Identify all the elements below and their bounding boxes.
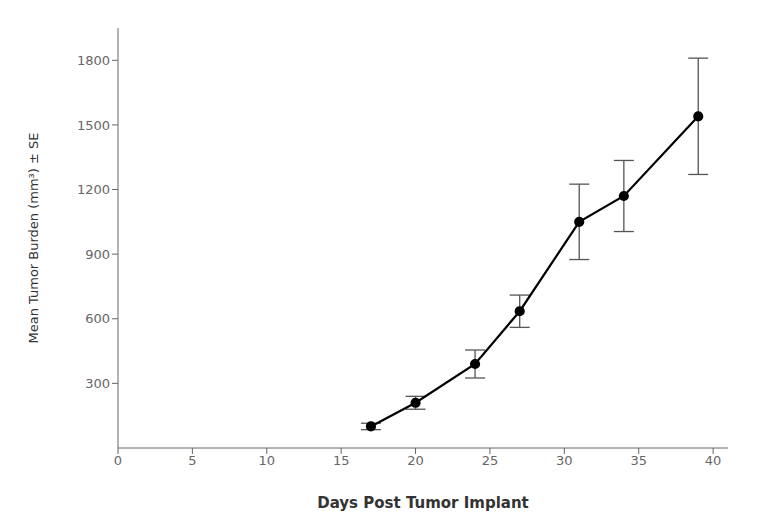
svg-text:10: 10: [259, 453, 276, 468]
svg-text:1500: 1500: [77, 118, 110, 133]
svg-text:15: 15: [333, 453, 350, 468]
svg-text:20: 20: [407, 453, 424, 468]
svg-text:1200: 1200: [77, 182, 110, 197]
svg-text:Mean Tumor Burden (mm³) ± SE: Mean Tumor Burden (mm³) ± SE: [26, 132, 41, 343]
svg-text:600: 600: [85, 311, 110, 326]
svg-text:5: 5: [188, 453, 196, 468]
svg-text:25: 25: [482, 453, 499, 468]
svg-text:Days Post Tumor Implant: Days Post Tumor Implant: [317, 494, 529, 512]
svg-text:300: 300: [85, 376, 110, 391]
svg-text:900: 900: [85, 247, 110, 262]
svg-text:40: 40: [705, 453, 722, 468]
svg-text:1800: 1800: [77, 53, 110, 68]
svg-text:0: 0: [114, 453, 122, 468]
svg-text:35: 35: [630, 453, 647, 468]
svg-text:30: 30: [556, 453, 573, 468]
